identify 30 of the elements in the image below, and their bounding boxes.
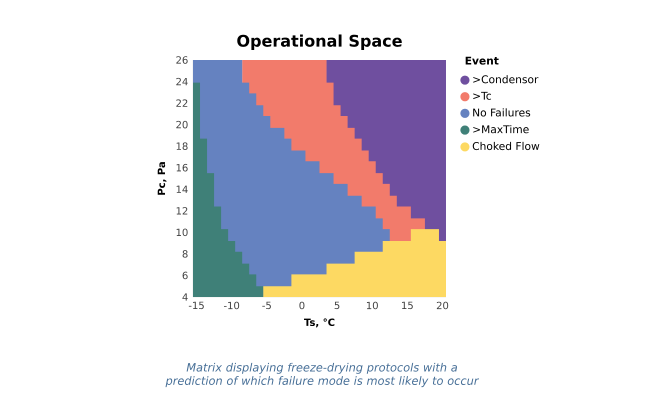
chart-title: Operational Space	[237, 34, 402, 50]
x-tick-label: 15	[402, 302, 413, 310]
y-tick-label: 20	[176, 120, 188, 128]
y-tick-label: 4	[182, 293, 188, 301]
x-tick-label: -5	[262, 302, 271, 310]
legend-label: Choked Flow	[472, 142, 540, 150]
y-tick-label: 8	[182, 250, 188, 258]
x-tick-label: 10	[366, 302, 378, 310]
y-tick-label: 6	[182, 272, 188, 280]
y-axis-title: Pc, Pa	[158, 162, 166, 195]
y-tick-label: 18	[176, 142, 188, 150]
y-tick-label: 16	[176, 164, 188, 172]
x-tick-label: -15	[188, 302, 204, 310]
y-tick-label: 22	[176, 99, 188, 107]
x-tick-label: -10	[224, 302, 240, 310]
x-axis-title: Ts, °C	[304, 318, 334, 328]
legend-label: >Condensor	[473, 75, 538, 84]
y-tick-label: 24	[176, 78, 188, 86]
legend-title: Event	[466, 56, 499, 65]
legend-label: No Failures	[473, 108, 530, 117]
text: Matrix displaying freeze-drying protocols with a prediction of which failure mode is most likely to occur	[166, 362, 480, 388]
x-tick-label: 5	[334, 302, 340, 310]
legend-label: >MaxTime	[473, 125, 529, 134]
y-tick-label: 26	[176, 56, 188, 64]
legend-label: >Tc	[473, 92, 492, 100]
y-tick-label: 10	[176, 228, 188, 236]
x-tick-label: 20	[436, 302, 448, 310]
x-tick-label: 0	[299, 302, 304, 310]
y-tick-label: 12	[176, 207, 188, 215]
y-tick-label: 14	[176, 186, 188, 193]
